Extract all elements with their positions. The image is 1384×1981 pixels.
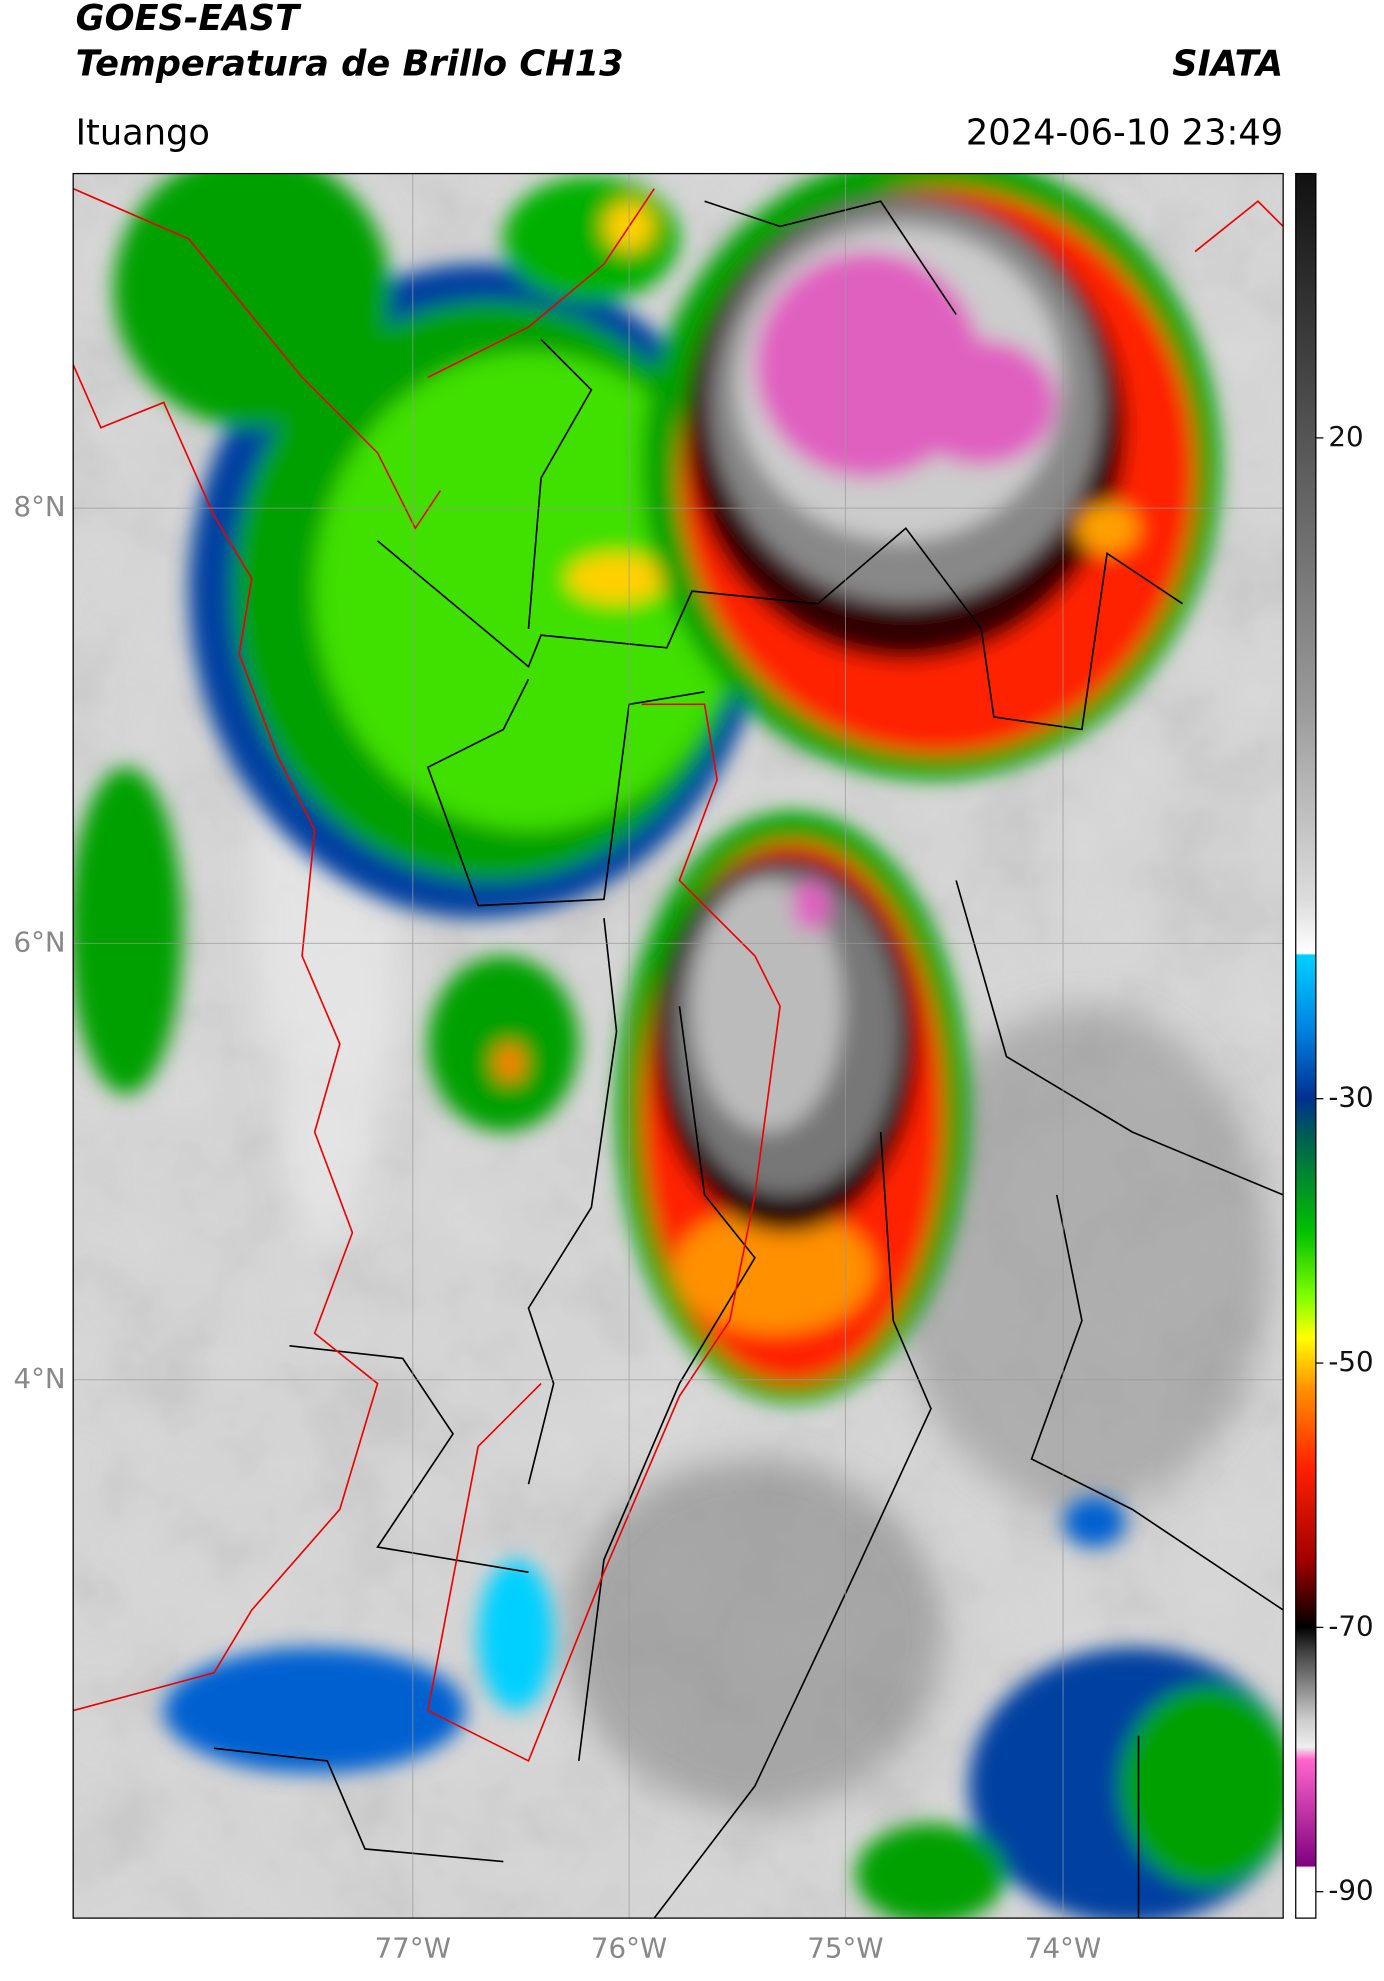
colorbar-tick-label: -30 (1328, 1081, 1373, 1114)
lon-label: 76°W (591, 1932, 667, 1965)
colorbar-tick-label: -70 (1328, 1609, 1373, 1642)
colorbar-tick-label: 20 (1328, 420, 1363, 453)
colorbar-scale (1295, 172, 1317, 1919)
lat-label: 4°N (14, 1362, 66, 1395)
map-frame (72, 172, 1284, 1919)
location: Ituango (76, 113, 210, 154)
lon-label: 77°W (375, 1932, 451, 1965)
lat-label: 6°N (14, 925, 66, 958)
title: GOES-EAST (76, 0, 302, 39)
lon-label: 74°W (1025, 1932, 1101, 1965)
brand: SIATA (1172, 43, 1283, 84)
subtitle: Temperatura de Brillo CH13 (76, 43, 624, 84)
lon-label: 75°W (807, 1932, 883, 1965)
lat-labels: 8°N 6°N 4°N (14, 490, 66, 1395)
colorbar-tick-label: -50 (1328, 1345, 1373, 1378)
lat-label: 8°N (14, 490, 66, 523)
datetime: 2024-06-10 23:49 (966, 113, 1283, 154)
satellite-image (73, 173, 1284, 1919)
lon-labels: 77°W 76°W 75°W 74°W (375, 1932, 1102, 1965)
colorbar: 20 -30 -50 -70 -90 (1295, 172, 1374, 1919)
colorbar-tick-label: -90 (1328, 1874, 1373, 1907)
